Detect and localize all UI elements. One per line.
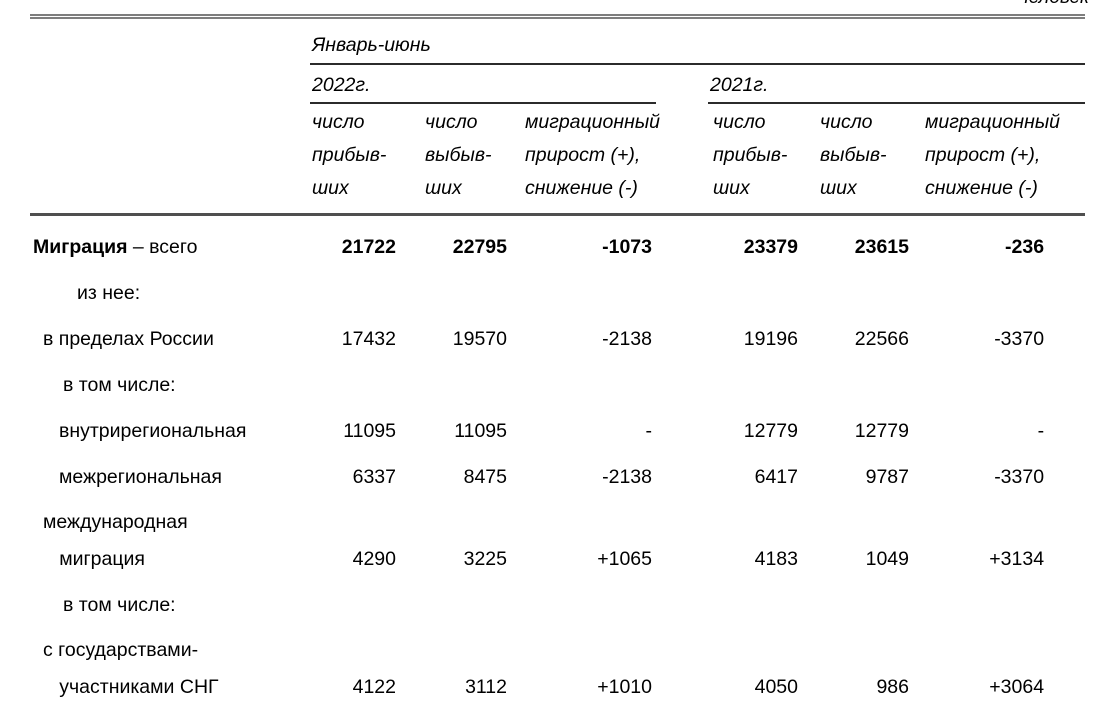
table-row-international-migration: международная миграция 4290 3225 +1065 4… (30, 504, 1085, 586)
cell-value: 6417 (754, 466, 798, 488)
cell-value: 17432 (341, 328, 396, 350)
cell-value (310, 274, 405, 320)
year-header-row: 2022г. 2021г. (30, 64, 1086, 104)
cell-value: 9787 (865, 466, 909, 488)
row-label: в пределах России (43, 328, 214, 350)
cell-value: - (1037, 420, 1045, 442)
period-header-row: Январь-июнь (30, 16, 1086, 65)
row-label-rest: – всего (127, 236, 198, 258)
col-header-departures-2021: число выбыв- ших (805, 104, 915, 216)
cell-value: 3112 (465, 676, 507, 698)
cell-value: 22795 (452, 236, 507, 258)
cell-value (805, 366, 915, 412)
row-label: в том числе: (63, 594, 176, 616)
row-label: в том числе: (63, 374, 176, 396)
table-row-within-russia: в пределах России 17432 19570 -2138 1919… (30, 320, 1085, 366)
cell-value: 11095 (343, 420, 396, 442)
cell-value: -3370 (994, 466, 1045, 488)
cell-value: 12779 (854, 420, 909, 442)
cell-value (670, 274, 805, 320)
cell-value: -2138 (602, 466, 652, 488)
cell-value: 3225 (463, 548, 507, 570)
table-row-section-v-tom-chisle-1: в том числе: (30, 366, 1085, 412)
table-row-cis-states: с государствами- участниками СНГ 4122 31… (30, 632, 1085, 706)
cell-value: 11095 (454, 420, 507, 442)
cell-value (515, 366, 670, 412)
year-2022-cell: 2022г. (310, 64, 670, 104)
cell-value: 6337 (352, 466, 396, 488)
year-2021-cell: 2021г. (670, 64, 1086, 104)
row-label: международная миграция (43, 511, 188, 570)
cell-value (515, 274, 670, 320)
cell-value: 23379 (743, 236, 798, 258)
cell-value: 4050 (754, 676, 798, 698)
cell-value (670, 586, 805, 632)
column-header-row: число прибыв- ших число выбыв- ших мигра… (30, 104, 1086, 216)
table-row-section-iz-nee: из нее: (30, 274, 1085, 320)
cell-value: 19196 (743, 328, 798, 350)
year-2021-header: 2021г. (708, 74, 1086, 104)
cell-value: 1049 (865, 548, 909, 570)
row-label: из нее: (77, 282, 141, 304)
migration-table: Январь-июнь 2022г. 2021г. число прибыв- … (30, 14, 1086, 706)
row-label: Миграция – всего (30, 215, 310, 275)
cell-value: 21722 (341, 236, 396, 258)
row-label: внутрирегиональная (59, 420, 247, 442)
year-2022-header: 2022г. (310, 74, 656, 104)
row-label: межрегиональная (59, 466, 222, 488)
row-label: с государствами- участниками СНГ (43, 639, 219, 698)
cell-value (310, 586, 405, 632)
label-col-spacer (30, 64, 310, 104)
cell-value: - (645, 420, 653, 442)
cell-value: -2138 (602, 328, 652, 350)
cell-value (915, 366, 1085, 412)
cell-value: +3134 (989, 548, 1045, 570)
cell-value (405, 366, 515, 412)
cell-value: 4290 (352, 548, 396, 570)
unit-note-text: человек (1019, 0, 1089, 9)
cell-value (670, 366, 805, 412)
label-col-spacer (30, 17, 310, 65)
col-header-net-2022: миграционный прирост (+), снижение (-) (515, 104, 670, 216)
cell-value (915, 586, 1085, 632)
cell-value: 8475 (463, 466, 507, 488)
cell-value: 4122 (352, 676, 396, 698)
row-label-strong: Миграция (33, 236, 128, 258)
cell-value: -1073 (602, 236, 652, 258)
cell-value: -3370 (994, 328, 1045, 350)
cell-value (405, 274, 515, 320)
col-header-arrivals-2021: число прибыв- ших (670, 104, 805, 216)
unit-note-clipped: человек (1019, 0, 1089, 9)
cell-value (310, 366, 405, 412)
cell-value: +1010 (597, 676, 652, 698)
table-row-interregional: межрегиональная 6337 8475 -2138 6417 978… (30, 458, 1085, 504)
label-col-spacer (30, 104, 310, 216)
cell-value: -236 (1005, 236, 1045, 258)
cell-value (515, 586, 670, 632)
cell-value: 22566 (854, 328, 909, 350)
cell-value: 986 (876, 676, 909, 698)
table-row-intraregional: внутрирегиональная 11095 11095 - 12779 1… (30, 412, 1085, 458)
col-header-departures-2022: число выбыв- ших (405, 104, 515, 216)
col-header-net-2021: миграционный прирост (+), снижение (-) (915, 104, 1086, 216)
table-row-section-v-tom-chisle-2: в том числе: (30, 586, 1085, 632)
cell-value: 19570 (452, 328, 507, 350)
cell-value: 23615 (854, 236, 909, 258)
period-header: Январь-июнь (310, 16, 1086, 65)
cell-value (915, 274, 1085, 320)
table-row-migration-total: Миграция – всего 21722 22795 -1073 23379… (30, 215, 1085, 275)
cell-value: 4183 (754, 548, 798, 570)
cell-value (805, 274, 915, 320)
migration-table-wrap: Январь-июнь 2022г. 2021г. число прибыв- … (30, 14, 1086, 706)
col-header-arrivals-2022: число прибыв- ших (310, 104, 405, 216)
cell-value (805, 586, 915, 632)
cell-value: +3064 (989, 676, 1045, 698)
cell-value: 12779 (743, 420, 798, 442)
cell-value: +1065 (597, 548, 652, 570)
cell-value (405, 586, 515, 632)
